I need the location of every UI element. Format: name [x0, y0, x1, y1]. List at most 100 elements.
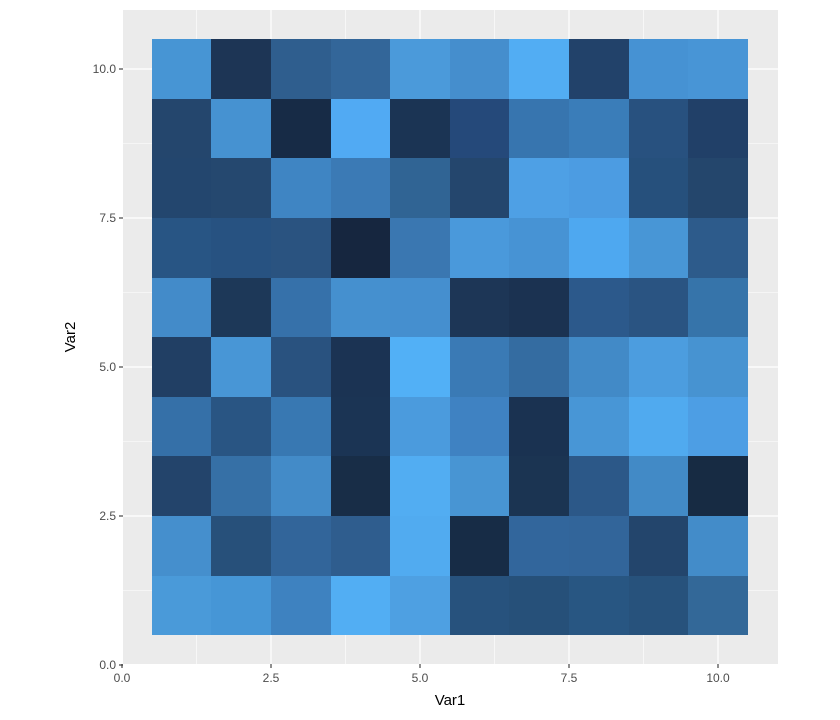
heatmap-cell-3-5 — [271, 337, 331, 397]
heatmap-cell-8-2 — [569, 516, 629, 576]
heatmap-cell-5-10 — [390, 39, 450, 99]
heatmap-cell-3-3 — [271, 456, 331, 516]
y-tick-label: 2.5 — [99, 509, 116, 523]
heatmap-cell-7-8 — [509, 158, 569, 218]
heatmap-cell-2-9 — [211, 99, 271, 158]
heatmap-cell-4-1 — [331, 576, 390, 635]
heatmap-cell-5-5 — [390, 337, 450, 397]
heatmap-cell-9-5 — [629, 337, 688, 397]
heatmap-cell-1-8 — [152, 158, 211, 218]
heatmap-cells — [152, 39, 748, 635]
heatmap-cell-3-4 — [271, 397, 331, 456]
heatmap-cell-5-2 — [390, 516, 450, 576]
x-axis-title: Var1 — [435, 692, 466, 709]
heatmap-cell-8-10 — [569, 39, 629, 99]
heatmap-cell-8-1 — [569, 576, 629, 635]
heatmap-cell-9-4 — [629, 397, 688, 456]
heatmap-cell-6-7 — [450, 218, 509, 278]
heatmap-cell-4-9 — [331, 99, 390, 158]
heatmap-cell-1-3 — [152, 456, 211, 516]
heatmap-cell-8-4 — [569, 397, 629, 456]
heatmap-cell-3-1 — [271, 576, 331, 635]
heatmap-cell-1-2 — [152, 516, 211, 576]
heatmap-cell-6-5 — [450, 337, 509, 397]
heatmap-cell-10-7 — [688, 218, 748, 278]
heatmap-cell-10-4 — [688, 397, 748, 456]
heatmap-cell-7-5 — [509, 337, 569, 397]
heatmap-cell-1-6 — [152, 278, 211, 337]
heatmap-cell-5-4 — [390, 397, 450, 456]
heatmap-cell-10-10 — [688, 39, 748, 99]
heatmap-cell-7-6 — [509, 278, 569, 337]
heatmap-cell-7-2 — [509, 516, 569, 576]
heatmap-cell-8-5 — [569, 337, 629, 397]
heatmap-cell-6-8 — [450, 158, 509, 218]
heatmap-cell-10-1 — [688, 576, 748, 635]
heatmap-cell-7-9 — [509, 99, 569, 158]
heatmap-cell-10-9 — [688, 99, 748, 158]
heatmap-cell-3-7 — [271, 218, 331, 278]
heatmap-cell-9-6 — [629, 278, 688, 337]
heatmap-cell-4-6 — [331, 278, 390, 337]
heatmap-cell-5-3 — [390, 456, 450, 516]
heatmap-cell-7-3 — [509, 456, 569, 516]
heatmap-cell-2-2 — [211, 516, 271, 576]
heatmap-cell-6-4 — [450, 397, 509, 456]
heatmap-cell-9-10 — [629, 39, 688, 99]
heatmap-cell-5-6 — [390, 278, 450, 337]
heatmap-cell-3-10 — [271, 39, 331, 99]
heatmap-cell-3-2 — [271, 516, 331, 576]
heatmap-cell-4-10 — [331, 39, 390, 99]
heatmap-cell-9-3 — [629, 456, 688, 516]
y-tick-label: 5.0 — [99, 360, 116, 374]
y-tick-label: 0.0 — [99, 658, 116, 672]
heatmap-cell-1-4 — [152, 397, 211, 456]
heatmap-cell-6-1 — [450, 576, 509, 635]
heatmap-cell-9-2 — [629, 516, 688, 576]
heatmap-cell-4-7 — [331, 218, 390, 278]
heatmap-cell-3-8 — [271, 158, 331, 218]
heatmap-cell-7-10 — [509, 39, 569, 99]
heatmap-cell-8-9 — [569, 99, 629, 158]
heatmap-cell-10-6 — [688, 278, 748, 337]
heatmap-cell-2-10 — [211, 39, 271, 99]
x-tick-label: 0.0 — [114, 671, 131, 685]
heatmap-cell-9-7 — [629, 218, 688, 278]
heatmap-cell-2-7 — [211, 218, 271, 278]
x-axis: 0.0 2.5 5.0 7.5 10.0 — [114, 664, 730, 685]
heatmap-cell-7-7 — [509, 218, 569, 278]
heatmap-cell-5-8 — [390, 158, 450, 218]
heatmap-cell-6-9 — [450, 99, 509, 158]
x-tick-label: 10.0 — [706, 671, 730, 685]
heatmap-cell-5-7 — [390, 218, 450, 278]
heatmap-cell-5-1 — [390, 576, 450, 635]
heatmap-cell-6-6 — [450, 278, 509, 337]
heatmap-cell-1-7 — [152, 218, 211, 278]
heatmap-cell-4-3 — [331, 456, 390, 516]
heatmap-cell-8-3 — [569, 456, 629, 516]
heatmap-cell-2-8 — [211, 158, 271, 218]
heatmap-cell-9-1 — [629, 576, 688, 635]
heatmap-cell-4-4 — [331, 397, 390, 456]
heatmap-cell-10-3 — [688, 456, 748, 516]
heatmap-cell-5-9 — [390, 99, 450, 158]
heatmap-cell-4-2 — [331, 516, 390, 576]
heatmap-cell-9-8 — [629, 158, 688, 218]
heatmap-cell-2-3 — [211, 456, 271, 516]
heatmap-cell-2-6 — [211, 278, 271, 337]
heatmap-cell-7-4 — [509, 397, 569, 456]
heatmap-cell-1-5 — [152, 337, 211, 397]
heatmap-cell-10-8 — [688, 158, 748, 218]
heatmap-cell-8-7 — [569, 218, 629, 278]
heatmap-cell-6-3 — [450, 456, 509, 516]
heatmap-cell-8-6 — [569, 278, 629, 337]
y-tick-label: 7.5 — [99, 211, 116, 225]
heatmap-cell-8-8 — [569, 158, 629, 218]
heatmap-cell-2-4 — [211, 397, 271, 456]
x-tick-label: 2.5 — [263, 671, 280, 685]
heatmap-cell-10-2 — [688, 516, 748, 576]
heatmap-cell-6-2 — [450, 516, 509, 576]
heatmap-cell-2-1 — [211, 576, 271, 635]
heatmap-cell-2-5 — [211, 337, 271, 397]
